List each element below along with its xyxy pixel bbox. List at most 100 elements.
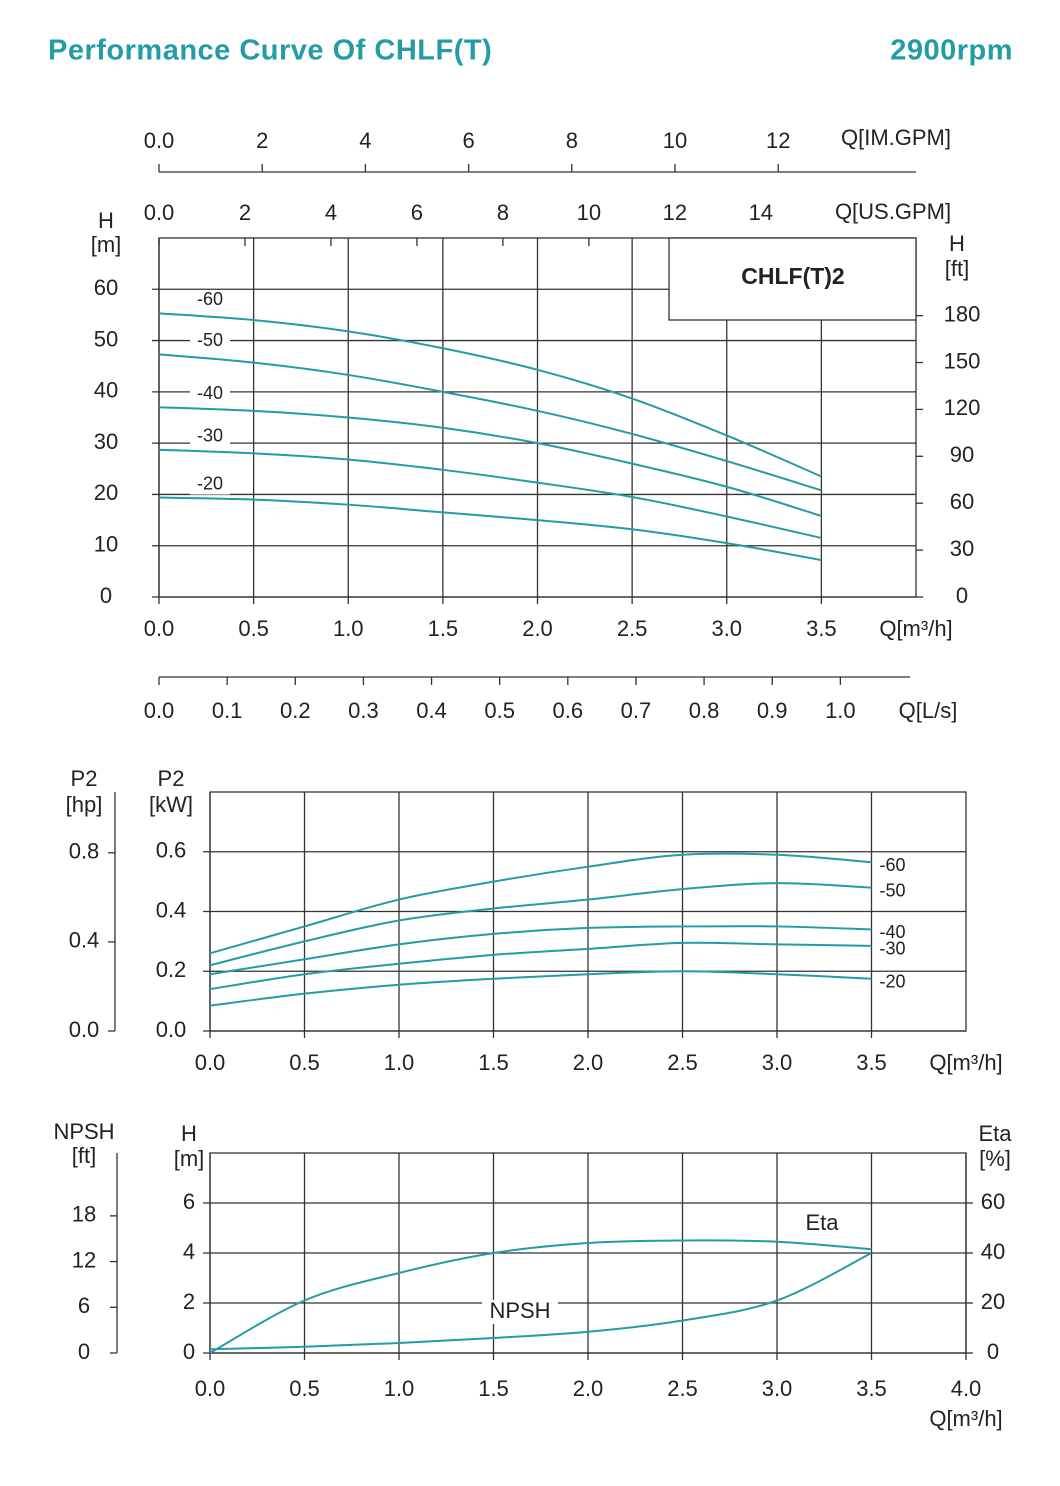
y3-tick-label: 12: [72, 1247, 96, 1272]
y2-axis-label: [hp]: [66, 792, 103, 817]
y-tick-label: 6: [183, 1189, 195, 1214]
x-axis-label: Q[m³/h]: [929, 1050, 1002, 1075]
x-tick-label: 0.5: [289, 1050, 320, 1075]
x-tick-label: 0.0: [144, 616, 175, 641]
y2-axis-label: H: [949, 231, 965, 256]
y-tick-label: 60: [94, 275, 118, 300]
curve-label-bg: [190, 474, 230, 495]
x-axis-label: Q[m³/h]: [929, 1406, 1002, 1431]
y-tick-label: 0.6: [156, 838, 187, 863]
curve-label: NPSH: [489, 1298, 550, 1323]
y2-axis-label: P2: [71, 766, 98, 791]
y2-tick-label: 0.8: [69, 839, 100, 864]
x-tick-label: 2.0: [573, 1376, 604, 1401]
y2-tick-label: 30: [950, 536, 974, 561]
x-tick-label: 2.0: [573, 1050, 604, 1075]
x2-tick-label: 6: [411, 200, 423, 225]
curve-label: -30: [880, 939, 906, 959]
x-tick-label: 2.5: [667, 1376, 698, 1401]
x2-tick-label: 0.8: [689, 698, 720, 723]
curve: [209, 1252, 872, 1351]
model-box: [668, 237, 917, 321]
x-tick-label: 2.5: [617, 616, 648, 641]
curve-label-bg: [190, 384, 230, 405]
curve: [209, 941, 872, 991]
curve-label: -20: [197, 473, 223, 493]
y2-tick-label: 0.0: [69, 1017, 100, 1042]
x2-tick-label: 10: [663, 128, 687, 153]
y-tick-label: 0.4: [156, 897, 187, 922]
y3-tick-label: 18: [72, 1202, 96, 1227]
curve: [158, 353, 822, 492]
y3-tick-label: 6: [78, 1293, 90, 1318]
curve: [158, 496, 822, 562]
x2-axis-label: Q[IM.GPM]: [841, 125, 951, 150]
x2-tick-label: 2: [239, 200, 251, 225]
x2-tick-label: 8: [497, 200, 509, 225]
y-tick-label: 0.0: [156, 1017, 187, 1042]
curve: [209, 852, 872, 955]
x-tick-label: 3.5: [806, 616, 837, 641]
y2-axis-label: Eta: [978, 1121, 1012, 1146]
curve-label: -50: [197, 330, 223, 350]
x-tick-label: 1.0: [333, 616, 364, 641]
y-tick-label: 10: [94, 532, 118, 557]
y2-tick-label: 0: [956, 583, 968, 608]
x-tick-label: 1.0: [384, 1376, 415, 1401]
page-title: Performance Curve Of CHLF(T): [48, 35, 492, 67]
curve-label-bg: [482, 1300, 558, 1324]
x2-tick-label: 12: [663, 200, 687, 225]
x2-tick-label: 0.2: [280, 698, 311, 723]
x2-tick-label: 4: [325, 200, 337, 225]
x-tick-label: 3.0: [762, 1050, 793, 1075]
curve-label-bg: [190, 426, 230, 447]
x2-tick-label: 0.0: [144, 128, 175, 153]
y2-axis-label: [%]: [979, 1146, 1011, 1171]
y2-tick-label: 20: [981, 1289, 1005, 1314]
curve-label: -30: [197, 426, 223, 446]
x2-axis-label: Q[US.GPM]: [835, 199, 951, 224]
x2-tick-label: 0.5: [484, 698, 515, 723]
curve-label-bg: [784, 1212, 860, 1236]
y-axis-label: [kW]: [149, 792, 193, 817]
x2-tick-label: 12: [766, 128, 790, 153]
x2-axis-label: Q[L/s]: [899, 698, 958, 723]
model-name: CHLF(T)2: [741, 263, 844, 289]
x-tick-label: 4.0: [951, 1376, 982, 1401]
curve: [158, 312, 822, 478]
x2-tick-label: 14: [749, 200, 773, 225]
y2-tick-label: 180: [944, 301, 981, 326]
curve-label: -40: [197, 383, 223, 403]
y3-tick-label: 0: [78, 1339, 90, 1364]
curve: [158, 448, 822, 539]
x-tick-label: 3.5: [856, 1050, 887, 1075]
x-tick-label: 0.5: [238, 616, 269, 641]
x-tick-label: 2.5: [667, 1050, 698, 1075]
x-tick-label: 1.0: [384, 1050, 415, 1075]
curve: [158, 406, 822, 517]
y-tick-label: 0: [100, 583, 112, 608]
x2-tick-label: 10: [577, 200, 601, 225]
y2-tick-label: 60: [981, 1189, 1005, 1214]
curve: [209, 970, 872, 1007]
x-tick-label: 3.0: [762, 1376, 793, 1401]
y3-axis-label: NPSH: [53, 1119, 114, 1144]
curve: [209, 925, 872, 976]
y-axis-label: P2: [158, 766, 185, 791]
x2-tick-label: 0.3: [348, 698, 379, 723]
curve-label: -20: [880, 971, 906, 991]
x-tick-label: 3.0: [711, 616, 742, 641]
y2-tick-label: 60: [950, 489, 974, 514]
y2-tick-label: 40: [981, 1239, 1005, 1264]
y-axis-label: [m]: [174, 1146, 205, 1171]
x-tick-label: 0.0: [195, 1050, 226, 1075]
curve-label: -60: [197, 289, 223, 309]
y-tick-label: 2: [183, 1289, 195, 1314]
x2-tick-label: 0.0: [144, 698, 175, 723]
x-tick-label: 1.5: [478, 1050, 509, 1075]
y-tick-label: 20: [94, 480, 118, 505]
curve-label: -50: [880, 880, 906, 900]
y3-axis-label: [ft]: [72, 1143, 96, 1168]
x2-tick-label: 0.4: [416, 698, 447, 723]
